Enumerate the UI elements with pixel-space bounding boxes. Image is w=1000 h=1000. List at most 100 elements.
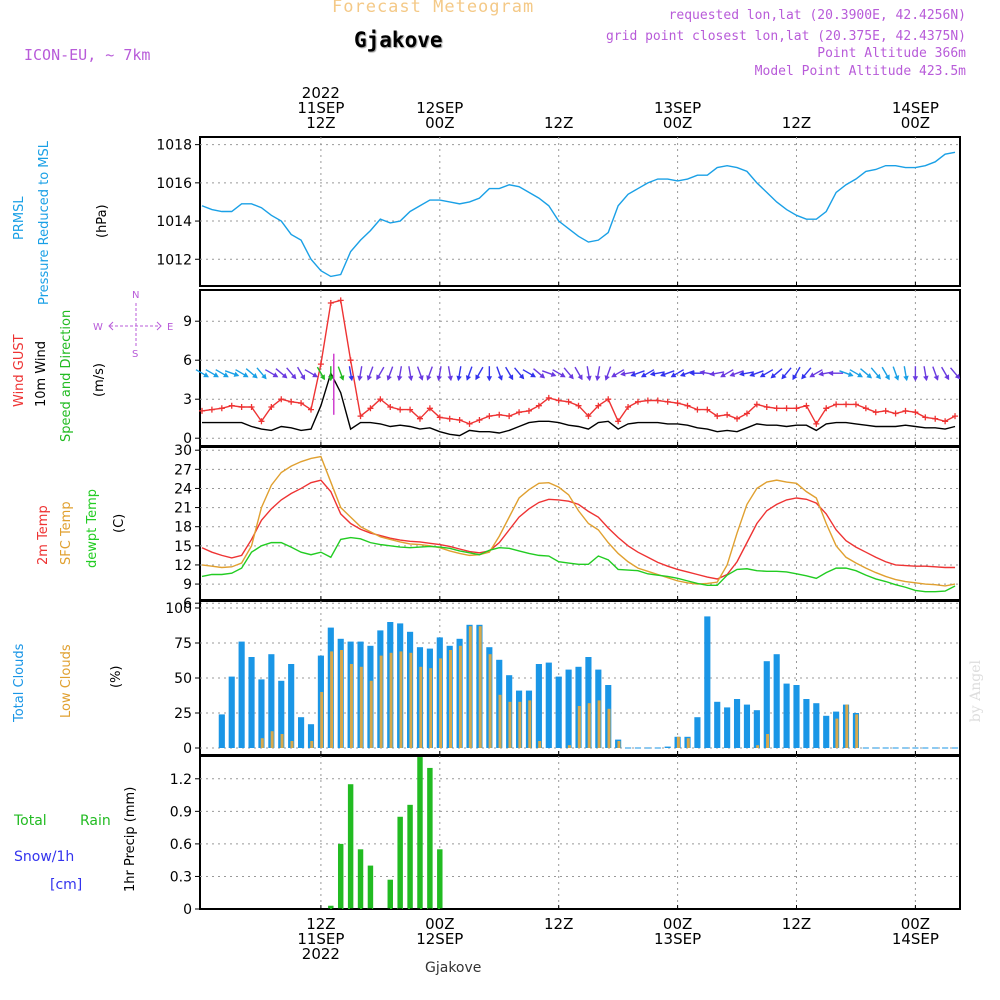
wind-arrow-head: [386, 375, 392, 381]
precip-ytick-label: 0.3: [170, 869, 192, 885]
bottom-time-label: 12Z: [306, 915, 335, 933]
clouds-bar-1: [449, 650, 452, 748]
clouds-ytick-label: 75: [174, 636, 192, 652]
gust-marker: [882, 407, 889, 414]
wind-arrow-head: [709, 370, 715, 377]
wind-arrow-head: [518, 373, 525, 380]
clouds-bar-1: [845, 704, 849, 748]
wind-arrow-head: [792, 374, 798, 381]
top-time-label: 12SEP: [416, 99, 463, 117]
wind-arrow-head: [233, 371, 240, 377]
dewpt-label: dewpt Temp: [85, 489, 100, 568]
clouds-bar-0: [753, 710, 760, 748]
top-time-label: 00Z: [901, 114, 930, 132]
gust-marker: [823, 405, 830, 412]
pressure-panel: 1012 1014 1016 1018: [156, 136, 961, 287]
wind-arrow-head: [261, 373, 267, 380]
gust-marker: [644, 397, 651, 404]
top-time-label: 2022: [302, 84, 340, 102]
clouds-bar-0: [724, 707, 731, 748]
clouds-bar-0: [565, 669, 572, 748]
compass-w: W: [93, 322, 103, 333]
wind-arrow-head: [640, 372, 647, 378]
wind-arrow-head: [818, 370, 824, 377]
clouds-bar-0: [783, 683, 790, 748]
wind-arrow-head: [912, 376, 919, 382]
wind-ytick-label: 9: [183, 314, 192, 330]
clouds-ytick-label: 50: [174, 671, 192, 687]
wind-arrow-head: [486, 376, 493, 382]
gust-marker: [426, 405, 433, 412]
wind-arrow-head: [660, 371, 666, 377]
precip-bar-0: [357, 849, 364, 909]
pressure-ytick-label: 1018: [156, 138, 192, 154]
gust-marker: [317, 361, 324, 368]
wind-arrow-head: [223, 372, 229, 378]
precip-bar-0: [387, 879, 393, 909]
gust-marker: [486, 413, 493, 420]
wind-arrow-head: [739, 370, 745, 377]
clouds-bar-1: [676, 736, 680, 748]
gust-marker: [208, 406, 215, 413]
gust-marker: [288, 398, 295, 405]
prmsl-label: PRMSL: [12, 196, 27, 240]
clouds-bar-1: [320, 692, 324, 748]
gust-marker: [902, 407, 909, 414]
clouds-bar-1: [369, 680, 373, 748]
precip-unit-label: 1hr Precip (mm): [123, 787, 138, 892]
clouds-ytick-label: 0: [183, 741, 192, 757]
clouds-bar-0: [813, 703, 820, 748]
clouds-bar-1: [419, 666, 423, 748]
direction-label: Speed and Direction: [59, 310, 74, 442]
gust-marker: [238, 404, 245, 410]
bottom-time-label: 11SEP: [297, 930, 344, 948]
wind-arrow-head: [465, 375, 472, 381]
wind-arrow-head: [447, 375, 453, 382]
gust-marker: [516, 409, 523, 416]
gust-marker: [555, 397, 562, 404]
bottom-time-label: 12SEP: [416, 930, 463, 948]
wind-arrow-head: [559, 372, 566, 378]
bottom-time-label: 13SEP: [654, 930, 701, 948]
pressure-ytick-label: 1016: [156, 176, 192, 192]
pressure-frame: [199, 136, 961, 287]
temp-frame: [199, 446, 961, 601]
gust-marker: [783, 405, 790, 412]
wind-arrow-head: [759, 372, 766, 378]
clouds-bar-0: [288, 664, 295, 748]
temp-ytick-label: 30: [174, 443, 192, 459]
point-altitude: Point Altitude 366m: [817, 46, 966, 61]
temp-ytick-label: 6: [183, 596, 192, 612]
wind-arrow-head: [530, 372, 536, 378]
precip-bar-0: [347, 784, 354, 909]
pressure-reduced-label: Pressure Reduced to MSL: [37, 140, 52, 305]
gust-marker: [862, 405, 869, 412]
clouds-bar-1: [567, 745, 571, 748]
clouds-bar-0: [733, 699, 741, 748]
clouds-bar-1: [359, 666, 363, 748]
wind-arrow-head: [809, 372, 816, 378]
clouds-bar-1: [488, 654, 492, 748]
gust-marker: [565, 398, 572, 405]
temp-ytick-label: 24: [174, 481, 192, 497]
gust-marker: [357, 413, 364, 420]
wind-arrow-head: [828, 370, 834, 376]
snow-label: Snow/1h: [14, 849, 74, 865]
wind-series-1: [202, 371, 956, 437]
precip-bar-0: [367, 865, 374, 909]
gust-marker: [932, 415, 939, 422]
clouds-unit-label: (%): [109, 666, 124, 689]
temp-series-1: [201, 455, 956, 587]
rain-label: Rain: [80, 813, 111, 829]
precip-ytick-label: 0: [183, 902, 192, 918]
clouds-bar-1: [835, 718, 839, 748]
gust-marker: [892, 410, 899, 417]
top-time-label: 12Z: [544, 114, 573, 132]
wind-arrow-head: [376, 374, 382, 381]
gust-marker: [674, 400, 681, 407]
gust-marker: [199, 407, 205, 414]
clouds-bar-1: [478, 626, 482, 748]
wind-arrow-head: [213, 372, 219, 378]
clouds-bar-0: [535, 664, 542, 748]
wind-arrow-head: [436, 375, 442, 382]
